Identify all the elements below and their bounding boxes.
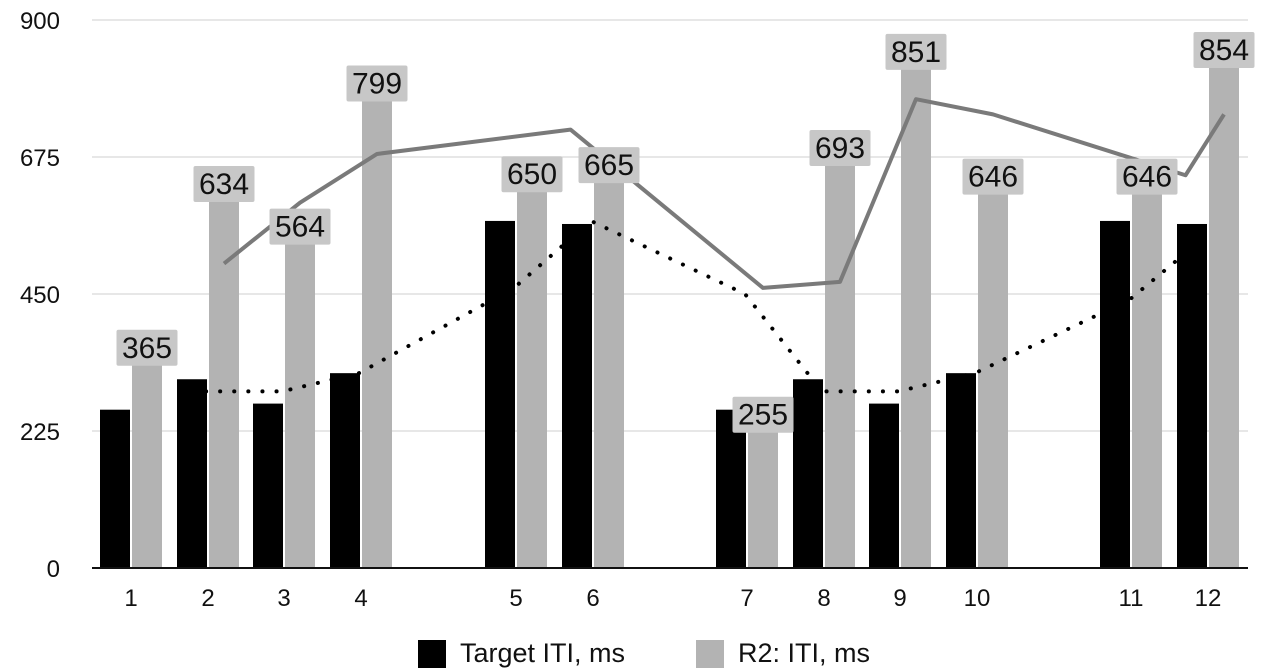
x-tick-label: 12 (1195, 585, 1222, 612)
data-label-box (732, 396, 794, 433)
data-label: 854 (1199, 34, 1249, 67)
x-tick-label: 8 (817, 585, 830, 612)
y-tick-label: 450 (20, 282, 60, 309)
y-tick-label: 0 (47, 556, 60, 583)
bar-r2 (825, 146, 855, 569)
data-label-box (269, 208, 331, 245)
bar-r2 (1132, 174, 1162, 568)
bar-target (253, 403, 283, 568)
x-tick-label: 9 (893, 585, 906, 612)
data-label-box (346, 65, 408, 102)
legend-item-target: Target ITI, ms (418, 638, 625, 669)
x-tick-label: 2 (201, 585, 214, 612)
data-label-box (501, 156, 563, 193)
bar-target (869, 403, 899, 568)
x-tick-label: 10 (964, 585, 991, 612)
trend-line-solid (222, 97, 1226, 290)
bar-target (1100, 220, 1130, 568)
data-label-box (885, 33, 947, 70)
bar-r2 (1209, 48, 1239, 568)
data-label: 646 (968, 161, 1018, 194)
data-label: 650 (507, 158, 557, 191)
bar-r2 (901, 49, 931, 568)
data-label: 646 (1122, 161, 1172, 194)
y-tick-label: 225 (20, 419, 60, 446)
x-tick-label: 5 (509, 585, 522, 612)
data-label: 365 (122, 332, 172, 365)
bar-target (177, 379, 207, 568)
data-label: 634 (199, 168, 249, 201)
bar-target (100, 409, 130, 568)
bar-target (485, 220, 515, 568)
y-tick-label: 900 (20, 8, 60, 35)
y-tick-label: 675 (20, 145, 60, 172)
bar-target (562, 223, 592, 568)
bar-r2 (132, 345, 162, 568)
legend-swatch-r2 (696, 639, 724, 668)
x-tick-label: 11 (1119, 585, 1144, 612)
bar-target (330, 373, 360, 568)
data-label: 799 (352, 67, 402, 100)
data-label-box (1116, 158, 1178, 195)
bar-r2 (978, 174, 1008, 568)
data-label-box (578, 147, 640, 184)
data-label-box (116, 329, 178, 366)
bar-target (716, 409, 746, 568)
data-label: 564 (275, 211, 325, 244)
bar-r2 (594, 163, 624, 569)
bar-target (793, 379, 823, 568)
data-label: 851 (891, 36, 941, 69)
x-tick-label: 7 (740, 585, 753, 612)
trend-line-dotted (204, 218, 1208, 394)
bar-r2 (748, 412, 778, 568)
x-tick-label: 6 (586, 585, 599, 612)
legend-label-r2: R2: ITI, ms (738, 638, 871, 668)
bar-r2 (517, 172, 547, 568)
legend-label-target: Target ITI, ms (460, 638, 626, 668)
data-label-box (1193, 32, 1255, 69)
data-label: 665 (584, 149, 634, 182)
chart-legend: Target ITI, ms R2: ITI, ms (0, 630, 1273, 670)
x-tick-label: 1 (124, 585, 137, 612)
data-label: 693 (815, 132, 865, 165)
data-label-box (962, 158, 1024, 195)
data-label-box (809, 130, 871, 167)
bar-target (1177, 223, 1207, 568)
x-tick-label: 4 (354, 585, 367, 612)
legend-item-r2: R2: ITI, ms (696, 638, 870, 669)
bar-r2 (285, 224, 315, 568)
data-label-box (193, 165, 255, 202)
x-tick-label: 3 (277, 585, 290, 612)
bar-r2 (209, 181, 239, 568)
data-label: 255 (738, 399, 788, 432)
bar-target (946, 373, 976, 568)
legend-swatch-target (418, 639, 446, 668)
